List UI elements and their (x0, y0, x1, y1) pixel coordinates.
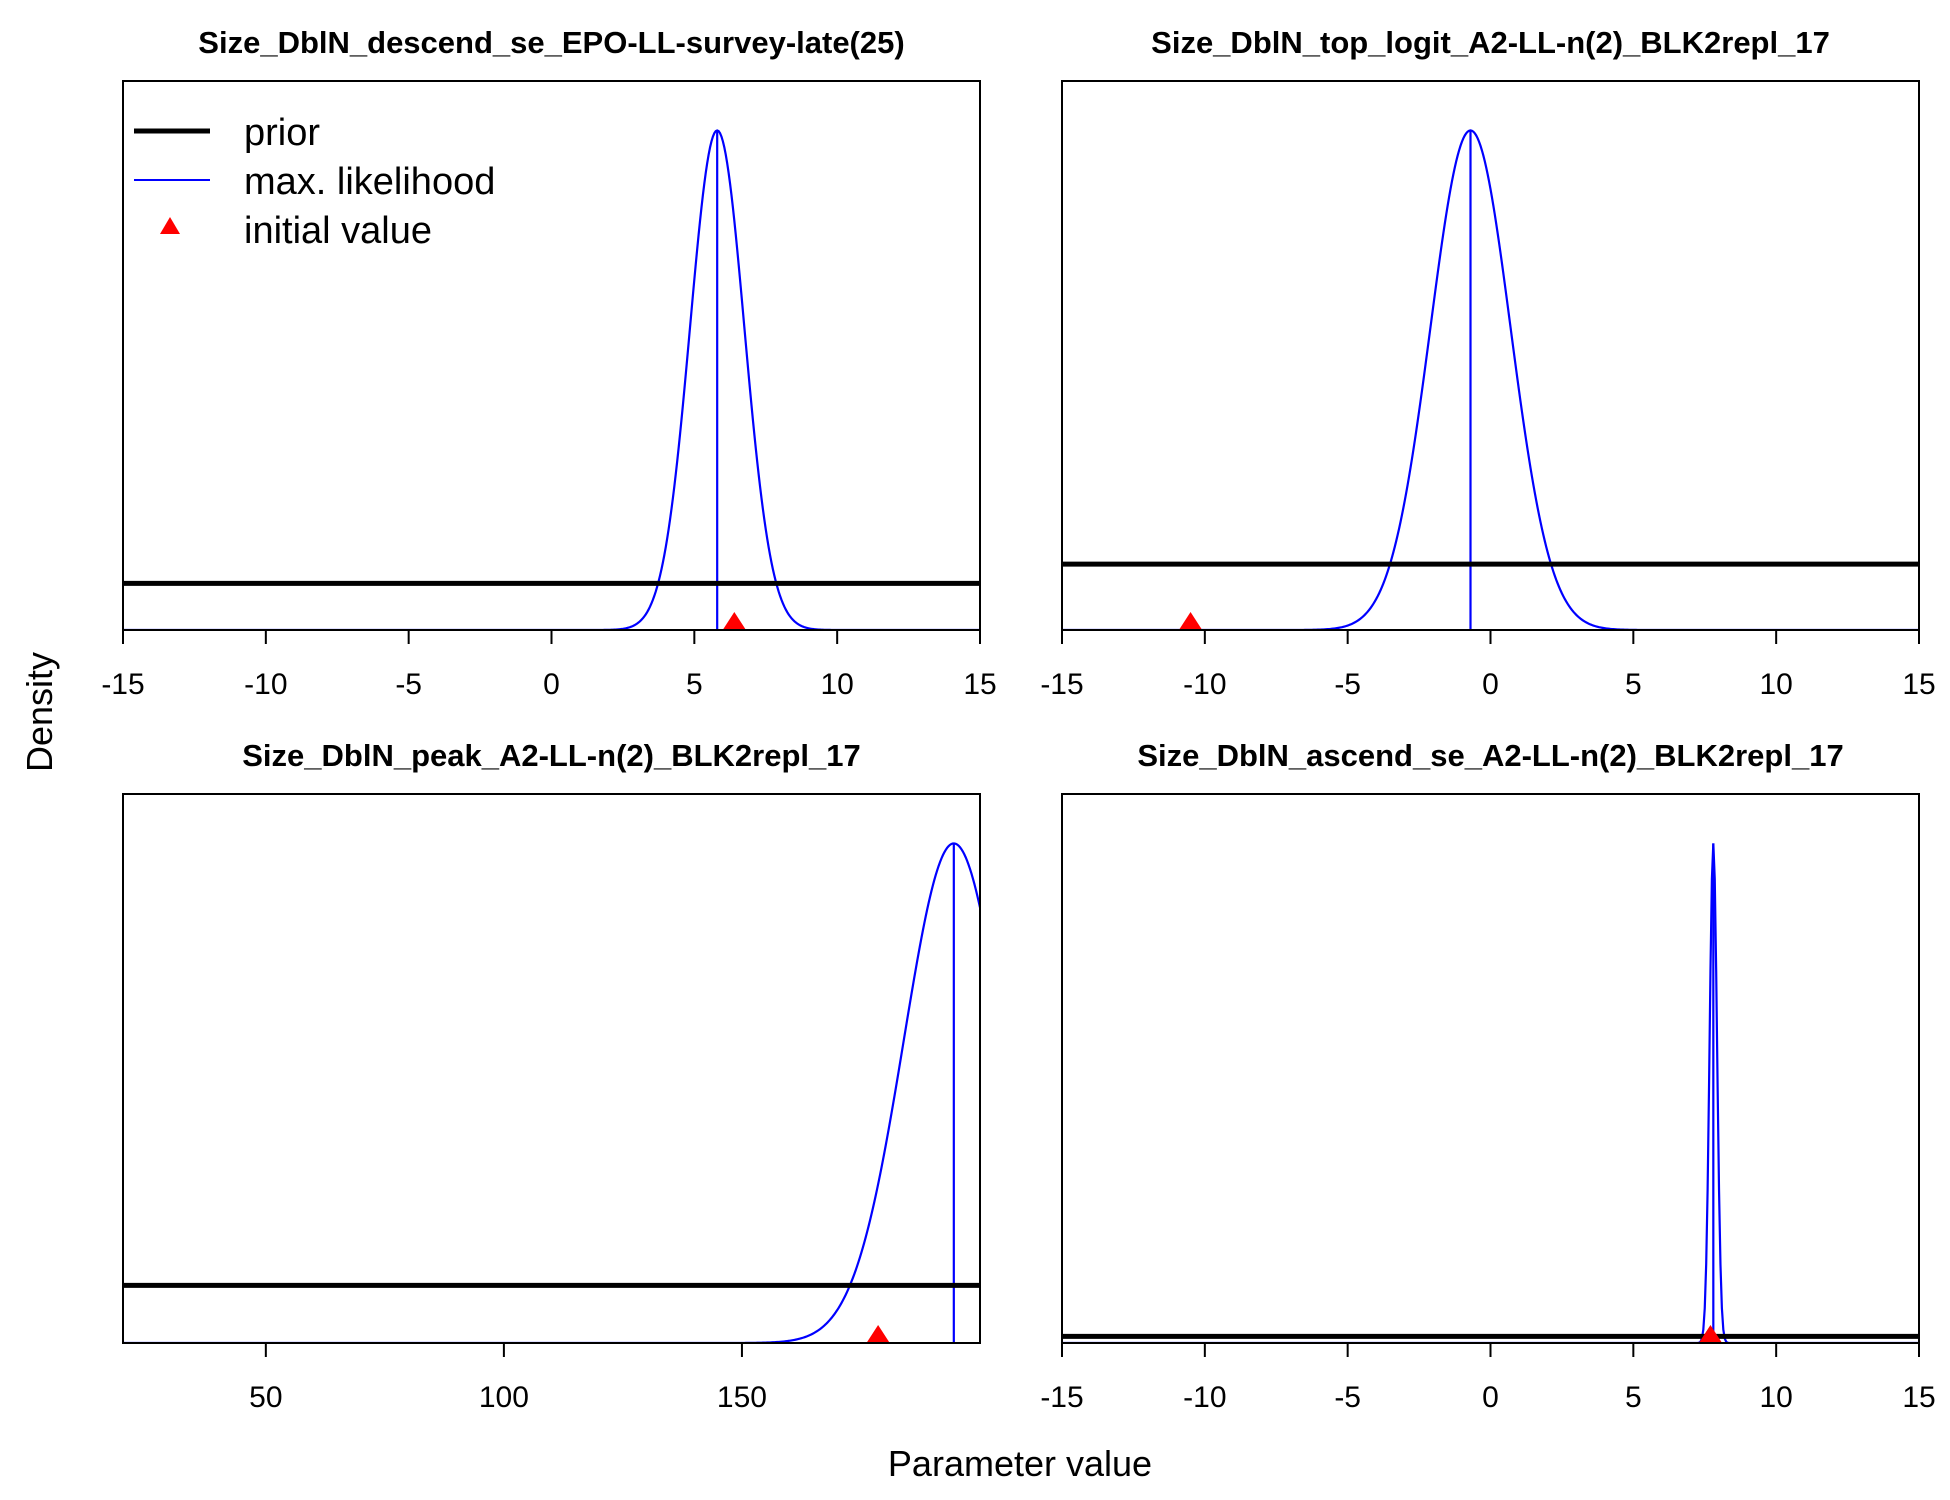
x-tick-label: 5 (1625, 1381, 1642, 1414)
x-tick-label: 0 (543, 668, 560, 701)
x-tick-label: -15 (101, 668, 144, 701)
panel-1: Size_DblN_descend_se_EPO-LL-survey-late(… (101, 25, 996, 701)
x-tick-label: 100 (479, 1381, 529, 1414)
initial-value-marker (1699, 1325, 1722, 1342)
panel-title: Size_DblN_peak_A2-LL-n(2)_BLK2repl_17 (242, 738, 860, 773)
ml-curve-group (123, 129, 980, 630)
x-tick-label: -5 (1334, 1381, 1361, 1414)
x-tick-label: -5 (1334, 668, 1361, 701)
panel-2: Size_DblN_top_logit_A2-LL-n(2)_BLK2repl_… (1040, 25, 1935, 701)
panels-group: Size_DblN_descend_se_EPO-LL-survey-late(… (101, 25, 1935, 1414)
initial-value-marker (723, 612, 746, 629)
x-tick-label: 15 (1902, 668, 1935, 701)
panel-4: Size_DblN_ascend_se_A2-LL-n(2)_BLK2repl_… (1040, 738, 1935, 1414)
x-tick-label: 0 (1482, 668, 1499, 701)
plot-frame (1061, 80, 1920, 631)
legend-initial-label: initial value (244, 210, 432, 252)
ml-density-curve (1062, 843, 1919, 1343)
legend-ml-label: max. likelihood (244, 161, 495, 203)
x-tick-label: -15 (1040, 1381, 1083, 1414)
x-tick-label: 150 (717, 1381, 767, 1414)
plot-frame (122, 793, 981, 1344)
x-tick-label: 10 (1759, 668, 1792, 701)
initial-value-marker (1179, 612, 1202, 629)
ml-curve-group (123, 842, 980, 1343)
x-tick-label: -10 (1183, 1381, 1226, 1414)
x-tick-label: 5 (686, 668, 703, 701)
x-tick-label: 10 (1759, 1381, 1792, 1414)
x-tick-label: 15 (963, 668, 996, 701)
x-tick-label: -10 (1183, 668, 1226, 701)
panel-3: Size_DblN_peak_A2-LL-n(2)_BLK2repl_17 50 1… (122, 738, 981, 1414)
initial-value-marker (867, 1325, 890, 1342)
panel-title: Size_DblN_top_logit_A2-LL-n(2)_BLK2repl_… (1151, 25, 1830, 60)
panel-title: Size_DblN_descend_se_EPO-LL-survey-late(… (198, 25, 904, 60)
x-tick-label: -15 (1040, 668, 1083, 701)
y-axis-title: Density (19, 652, 60, 772)
x-tick-label: -5 (395, 668, 422, 701)
ml-density-curve (123, 842, 980, 1343)
x-tick-label: 0 (1482, 1381, 1499, 1414)
ml-density-curve (1062, 129, 1919, 630)
ml-density-curve (123, 129, 980, 630)
x-tick-label: 15 (1902, 1381, 1935, 1414)
plot-frame (1061, 793, 1920, 1344)
x-axis-title: Parameter value (888, 1443, 1152, 1484)
x-tick-label: 50 (249, 1381, 282, 1414)
legend-prior-label: prior (244, 112, 320, 154)
panel-title: Size_DblN_ascend_se_A2-LL-n(2)_BLK2repl_… (1137, 738, 1843, 773)
ml-curve-group (1062, 129, 1919, 630)
x-tick-label: 5 (1625, 668, 1642, 701)
ml-curve-group (1062, 843, 1919, 1343)
legend: prior max. likelihood initial value (134, 112, 495, 252)
x-tick-label: 10 (820, 668, 853, 701)
x-tick-label: -10 (244, 668, 287, 701)
legend-initial-marker-icon (160, 217, 180, 234)
